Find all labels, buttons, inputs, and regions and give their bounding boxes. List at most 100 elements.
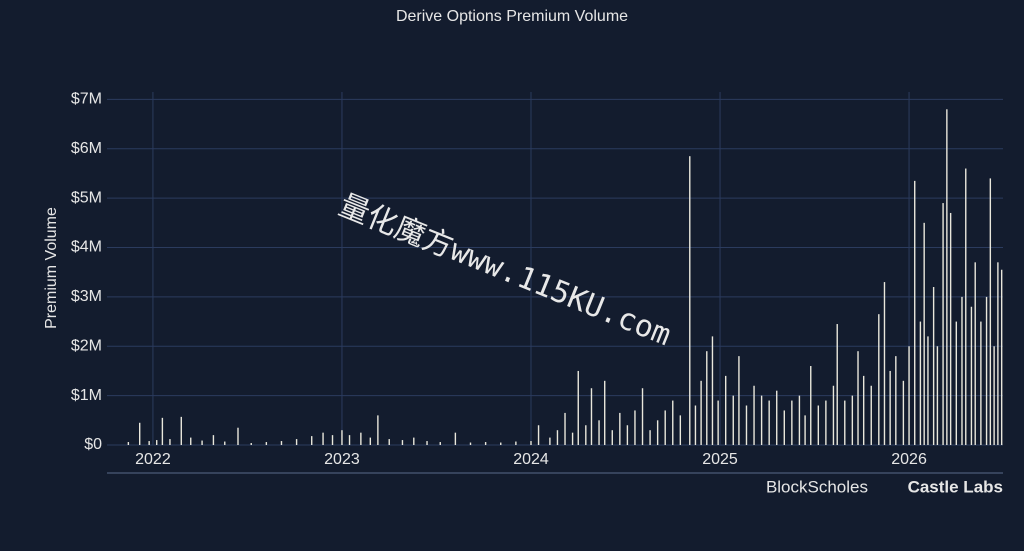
bar	[156, 440, 158, 445]
bar	[732, 395, 734, 445]
bar	[212, 435, 215, 445]
bar	[738, 356, 740, 445]
logo: BlockScholes	[766, 477, 868, 496]
bar	[190, 437, 192, 445]
bar	[515, 441, 517, 445]
bar	[791, 400, 793, 445]
bar	[139, 422, 141, 445]
x-tick-label: 2026	[891, 451, 927, 468]
bar	[825, 400, 827, 445]
bar	[993, 346, 995, 445]
bar	[955, 321, 958, 445]
bar	[980, 321, 982, 445]
bar	[804, 415, 806, 445]
bar	[844, 400, 846, 445]
bar	[331, 435, 334, 445]
bar	[700, 380, 702, 445]
bar	[949, 212, 952, 445]
bar	[634, 410, 636, 445]
bar	[942, 203, 944, 445]
bar	[932, 287, 935, 445]
bar	[870, 385, 872, 445]
bar	[961, 296, 963, 445]
bar	[936, 346, 939, 445]
bar	[919, 321, 922, 445]
bar	[250, 443, 252, 445]
bar	[341, 430, 343, 445]
bar	[564, 412, 566, 445]
bar	[295, 439, 298, 445]
bar	[161, 417, 164, 445]
y-axis-label: Premium Volume	[43, 207, 60, 329]
bar	[989, 178, 992, 445]
bar	[923, 222, 925, 445]
bar	[127, 442, 130, 445]
bar	[974, 262, 976, 445]
bar	[694, 405, 697, 445]
bar	[265, 442, 268, 445]
bar	[946, 109, 948, 445]
bar	[817, 405, 820, 445]
x-tick-label: 2025	[702, 451, 738, 468]
bar	[706, 351, 708, 445]
bar	[598, 420, 600, 445]
bar	[311, 436, 313, 445]
bar	[836, 324, 838, 445]
y-tick-label: $7M	[71, 91, 102, 108]
bar	[619, 412, 621, 445]
bar	[672, 400, 674, 445]
bar	[851, 395, 854, 445]
bar	[439, 442, 441, 445]
bar	[745, 405, 748, 445]
bar	[604, 380, 606, 445]
bar	[689, 156, 691, 445]
bar	[360, 432, 362, 445]
bar	[883, 282, 886, 445]
y-tick-label: $6M	[71, 140, 102, 157]
bar	[148, 441, 150, 445]
bar	[413, 437, 415, 445]
y-tick-label: $4M	[71, 239, 102, 256]
bar	[857, 351, 859, 445]
bar	[348, 435, 351, 445]
bar	[377, 415, 379, 445]
bar	[626, 425, 629, 445]
bar	[760, 395, 763, 445]
bar	[664, 410, 666, 445]
bar	[902, 380, 905, 445]
x-tick-label: 2023	[324, 451, 360, 468]
y-tick-label: $3M	[71, 288, 102, 305]
chart-title: Derive Options Premium Volume	[396, 8, 628, 25]
bar	[577, 370, 579, 445]
bar	[224, 441, 226, 445]
bar	[571, 432, 574, 445]
bar	[768, 400, 770, 445]
bar	[717, 400, 719, 445]
bar	[832, 385, 835, 445]
bar	[711, 336, 714, 445]
bar	[169, 439, 171, 445]
bar	[180, 416, 182, 445]
bar	[469, 442, 472, 445]
x-tick-label: 2022	[135, 451, 171, 468]
bar	[454, 432, 457, 445]
bar	[280, 441, 283, 445]
bar	[369, 437, 372, 445]
bar	[965, 168, 967, 445]
y-tick-label: $1M	[71, 387, 102, 404]
bar	[500, 442, 502, 445]
bar	[908, 346, 910, 445]
bar	[810, 366, 812, 445]
bar	[679, 415, 682, 445]
bar	[611, 430, 613, 445]
bar	[656, 420, 659, 445]
bar	[401, 440, 404, 445]
bar	[914, 180, 916, 445]
bar	[237, 427, 239, 445]
bar	[649, 430, 651, 445]
bar	[556, 430, 559, 445]
bar	[753, 385, 755, 445]
y-tick-label: $5M	[71, 189, 102, 206]
bars	[127, 109, 1003, 445]
